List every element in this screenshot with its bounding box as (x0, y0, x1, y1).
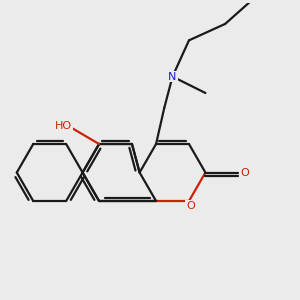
Text: N: N (168, 72, 177, 82)
Text: HO: HO (55, 121, 72, 131)
Text: O: O (240, 167, 249, 178)
Text: O: O (186, 200, 195, 211)
